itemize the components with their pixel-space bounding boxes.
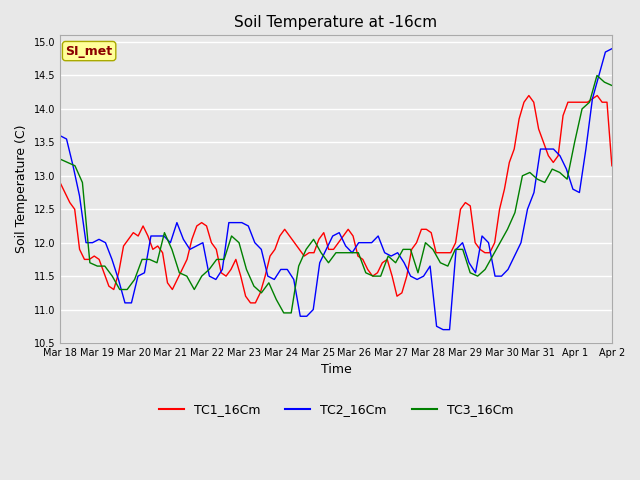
TC1_16Cm [212, 247, 220, 252]
X-axis label: Time: Time [321, 363, 351, 376]
TC3_16Cm [608, 83, 616, 88]
TC2_16Cm [82, 240, 90, 246]
TC2_16Cm [608, 46, 616, 51]
Line: TC2_16Cm: TC2_16Cm [60, 48, 612, 330]
TC1_16Cm [525, 93, 532, 98]
TC1_16Cm [56, 180, 64, 185]
TC2_16Cm [56, 133, 64, 139]
TC1_16Cm [481, 250, 489, 255]
TC2_16Cm [323, 247, 330, 252]
TC3_16Cm [56, 156, 64, 162]
Text: SI_met: SI_met [65, 45, 113, 58]
TC3_16Cm [280, 310, 287, 316]
Y-axis label: Soil Temperature (C): Soil Temperature (C) [15, 125, 28, 253]
TC1_16Cm [608, 163, 616, 168]
TC1_16Cm [246, 300, 254, 306]
Title: Soil Temperature at -16cm: Soil Temperature at -16cm [234, 15, 438, 30]
TC3_16Cm [518, 173, 526, 179]
Line: TC1_16Cm: TC1_16Cm [60, 96, 612, 303]
TC3_16Cm [481, 266, 489, 272]
TC3_16Cm [496, 240, 504, 246]
TC1_16Cm [120, 243, 127, 249]
TC3_16Cm [101, 263, 109, 269]
TC1_16Cm [207, 240, 215, 246]
Legend: TC1_16Cm, TC2_16Cm, TC3_16Cm: TC1_16Cm, TC2_16Cm, TC3_16Cm [154, 398, 518, 421]
Line: TC3_16Cm: TC3_16Cm [60, 75, 612, 313]
TC2_16Cm [115, 276, 122, 282]
TC2_16Cm [439, 327, 447, 333]
TC2_16Cm [484, 240, 492, 246]
TC1_16Cm [417, 227, 425, 232]
TC2_16Cm [69, 163, 77, 168]
TC1_16Cm [276, 233, 284, 239]
TC2_16Cm [530, 190, 538, 195]
TC3_16Cm [593, 72, 601, 78]
TC3_16Cm [504, 227, 511, 232]
TC3_16Cm [556, 169, 563, 175]
